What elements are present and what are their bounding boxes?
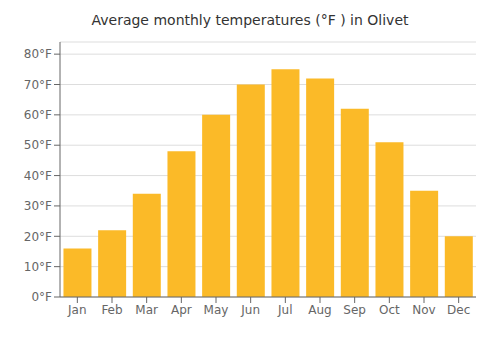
- svg-text:Jul: Jul: [277, 303, 292, 317]
- svg-text:60°F: 60°F: [24, 108, 52, 122]
- svg-text:Mar: Mar: [135, 303, 158, 317]
- svg-text:80°F: 80°F: [24, 47, 52, 61]
- svg-text:Apr: Apr: [171, 303, 192, 317]
- svg-text:10°F: 10°F: [24, 260, 52, 274]
- svg-text:20°F: 20°F: [24, 230, 52, 244]
- svg-text:Dec: Dec: [447, 303, 470, 317]
- svg-text:40°F: 40°F: [24, 169, 52, 183]
- svg-text:50°F: 50°F: [24, 138, 52, 152]
- svg-text:Nov: Nov: [412, 303, 435, 317]
- svg-text:Feb: Feb: [101, 303, 122, 317]
- svg-text:May: May: [204, 303, 229, 317]
- svg-text:Oct: Oct: [379, 303, 400, 317]
- svg-text:Jan: Jan: [67, 303, 87, 317]
- html-text:Average monthly temperatures (: Average monthly temperatures (°F ) in Ol…: [91, 12, 409, 28]
- svg-text:70°F: 70°F: [24, 78, 52, 92]
- svg-text:Jun: Jun: [240, 303, 260, 317]
- svg-text:Sep: Sep: [343, 303, 366, 317]
- svg-text:Aug: Aug: [308, 303, 331, 317]
- svg-text:30°F: 30°F: [24, 199, 52, 213]
- svg-text:0°F: 0°F: [31, 290, 52, 304]
